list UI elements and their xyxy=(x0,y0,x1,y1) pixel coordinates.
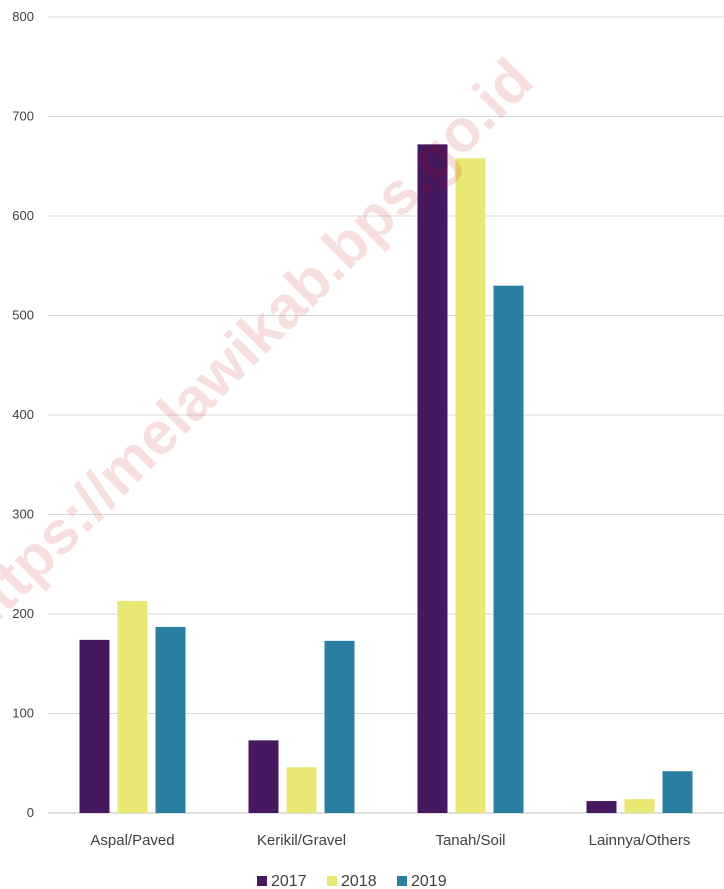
legend-swatch xyxy=(397,876,407,886)
y-tick-label: 300 xyxy=(12,507,34,522)
bar-2017-2 xyxy=(417,144,448,814)
bar-2019-0 xyxy=(155,626,186,813)
bar-2017-1 xyxy=(248,740,279,813)
bars xyxy=(79,144,693,814)
legend-swatch xyxy=(257,876,267,886)
bar-2019-1 xyxy=(324,640,355,813)
y-tick-label: 200 xyxy=(12,606,34,621)
x-category-label: Lainnya/Others xyxy=(589,832,691,849)
legend-label: 2018 xyxy=(341,873,377,889)
y-tick-label: 700 xyxy=(12,109,34,124)
bar-2018-3 xyxy=(624,799,655,813)
bar-2018-1 xyxy=(286,767,317,813)
y-tick-label: 0 xyxy=(27,805,34,820)
legend-label: 2019 xyxy=(411,873,447,889)
legend-swatch xyxy=(327,876,337,886)
legend-label: 2017 xyxy=(271,873,307,889)
y-tick-label: 600 xyxy=(12,208,34,223)
bar-2017-3 xyxy=(586,801,617,813)
y-axis-ticks: 0 100 200 300 400 500 600 700 800 xyxy=(12,9,34,820)
y-tick-label: 100 xyxy=(12,706,34,721)
bar-2018-0 xyxy=(117,601,148,813)
legend: 2017 2018 2019 xyxy=(257,873,447,889)
bar-2019-3 xyxy=(662,771,693,813)
x-category-label: Aspal/Paved xyxy=(90,832,174,849)
bar-2019-2 xyxy=(493,285,524,813)
x-category-label: Tanah/Soil xyxy=(435,832,505,849)
y-tick-label: 800 xyxy=(12,9,34,24)
bar-2018-2 xyxy=(455,158,486,814)
x-axis-categories: Aspal/Paved Kerikil/Gravel Tanah/Soil Lainn… xyxy=(90,832,690,849)
bar-2017-0 xyxy=(79,639,110,813)
y-tick-label: 400 xyxy=(12,407,34,422)
y-tick-label: 500 xyxy=(12,308,34,323)
x-category-label: Kerikil/Gravel xyxy=(257,832,346,849)
